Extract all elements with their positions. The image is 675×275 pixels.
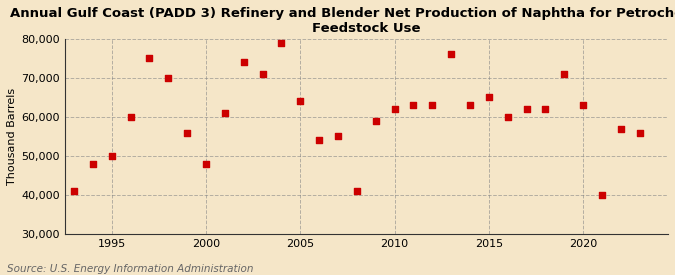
Point [559, 72, 570, 76]
Point [276, 41, 287, 45]
Point [314, 138, 325, 142]
Point [200, 161, 211, 166]
Point [408, 103, 419, 108]
Point [483, 95, 494, 100]
Point [219, 111, 230, 115]
Point [333, 134, 344, 139]
Point [464, 103, 475, 108]
Point [163, 76, 173, 80]
Point [107, 154, 117, 158]
Point [427, 103, 437, 108]
Point [446, 52, 456, 57]
Point [389, 107, 400, 111]
Point [352, 189, 362, 193]
Point [182, 130, 192, 135]
Y-axis label: Thousand Barrels: Thousand Barrels [7, 88, 17, 185]
Point [616, 126, 626, 131]
Point [88, 161, 99, 166]
Point [521, 107, 532, 111]
Point [238, 60, 249, 65]
Point [540, 107, 551, 111]
Point [257, 72, 268, 76]
Point [144, 56, 155, 60]
Point [502, 115, 513, 119]
Point [578, 103, 589, 108]
Point [634, 130, 645, 135]
Point [371, 119, 381, 123]
Point [295, 99, 306, 103]
Point [125, 115, 136, 119]
Title: Annual Gulf Coast (PADD 3) Refinery and Blender Net Production of Naphtha for Pe: Annual Gulf Coast (PADD 3) Refinery and … [10, 7, 675, 35]
Point [597, 193, 608, 197]
Point [69, 189, 80, 193]
Text: Source: U.S. Energy Information Administration: Source: U.S. Energy Information Administ… [7, 264, 253, 274]
